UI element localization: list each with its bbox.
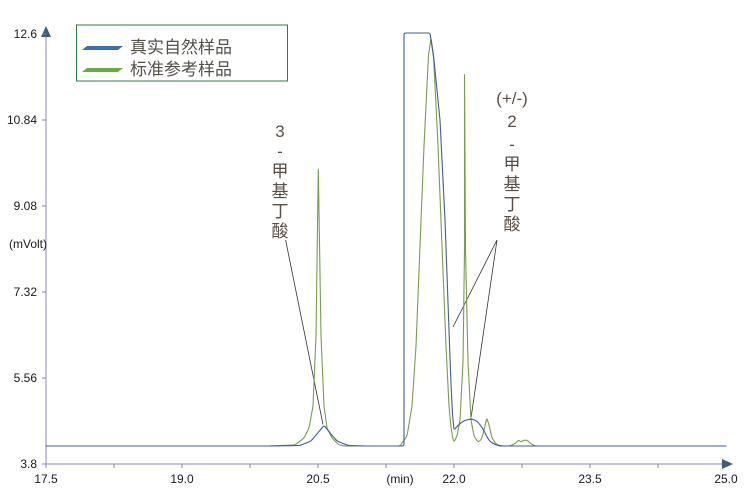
svg-text:19.0: 19.0 [170,472,194,486]
svg-text:(mVolt): (mVolt) [9,237,47,251]
svg-text:-: - [277,142,283,161]
svg-text:基: 基 [272,182,289,201]
svg-text:酸: 酸 [504,215,521,234]
svg-text:标准参考样品: 标准参考样品 [130,60,232,79]
svg-text:2: 2 [507,112,516,131]
svg-text:9.08: 9.08 [14,199,38,213]
svg-text:甲: 甲 [504,155,521,174]
svg-text:12.6: 12.6 [14,27,38,41]
svg-text:10.84: 10.84 [7,113,37,127]
svg-text:17.5: 17.5 [34,472,58,486]
svg-text:3: 3 [275,122,284,141]
svg-text:真实自然样品: 真实自然样品 [130,38,232,57]
svg-text:(+/-): (+/-) [496,89,528,108]
svg-text:7.32: 7.32 [14,285,38,299]
svg-text:甲: 甲 [272,162,289,181]
svg-text:(min): (min) [386,472,413,486]
svg-text:5.56: 5.56 [14,371,38,385]
svg-text:22.0: 22.0 [442,472,466,486]
svg-text:酸: 酸 [272,222,289,241]
svg-text:-: - [509,135,515,154]
svg-text:丁: 丁 [272,202,289,221]
svg-text:基: 基 [504,175,521,194]
svg-text:25.0: 25.0 [714,472,738,486]
svg-text:3.8: 3.8 [20,457,37,471]
svg-text:20.5: 20.5 [306,472,330,486]
svg-text:丁: 丁 [504,195,521,214]
svg-text:23.5: 23.5 [578,472,602,486]
